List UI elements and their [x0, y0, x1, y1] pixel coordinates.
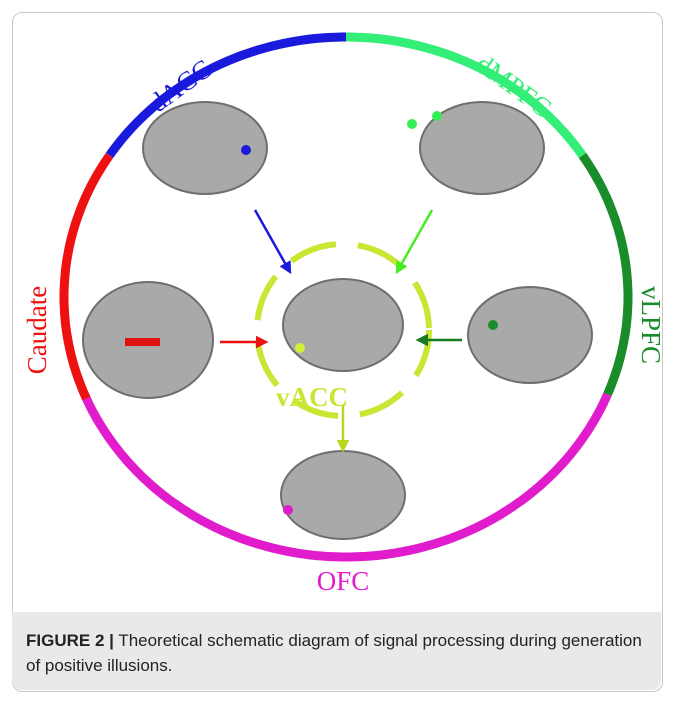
spot: [488, 320, 498, 330]
brain-dmpfc: [419, 101, 545, 195]
spot: [283, 505, 293, 515]
label-vlpfc: vLPFC: [636, 286, 666, 364]
arrow: [395, 209, 434, 275]
ring-segment: [105, 32, 346, 159]
dashed-ring: [254, 241, 432, 419]
arrow: [253, 209, 292, 275]
region-spots: [125, 111, 498, 515]
brain-vlpfc: [467, 286, 593, 384]
arrows: [220, 209, 462, 453]
brain-ofc: [280, 450, 406, 540]
spot: [125, 338, 160, 346]
outer-ring: [59, 32, 633, 562]
spot: [407, 119, 417, 129]
ring-segment: [578, 152, 633, 397]
figure-frame: [12, 12, 663, 692]
brain-vacc: [282, 278, 404, 372]
label-vacc: vACC: [276, 382, 348, 412]
figure-label: FIGURE 2 |: [26, 631, 114, 650]
caption-text: Theoretical schematic diagram of signal …: [26, 631, 642, 675]
spot: [295, 343, 305, 353]
caption: FIGURE 2 | Theoretical schematic diagram…: [12, 612, 661, 690]
label-caudate: Caudate: [22, 286, 52, 374]
label-ofc: OFC: [317, 566, 370, 596]
spot: [241, 145, 251, 155]
brain-images: [82, 101, 593, 540]
ring-segment: [82, 392, 612, 562]
ring-segment: [346, 32, 587, 159]
ring-segment: [59, 152, 114, 401]
brain-dacc: [142, 101, 268, 195]
spot: [432, 111, 442, 121]
